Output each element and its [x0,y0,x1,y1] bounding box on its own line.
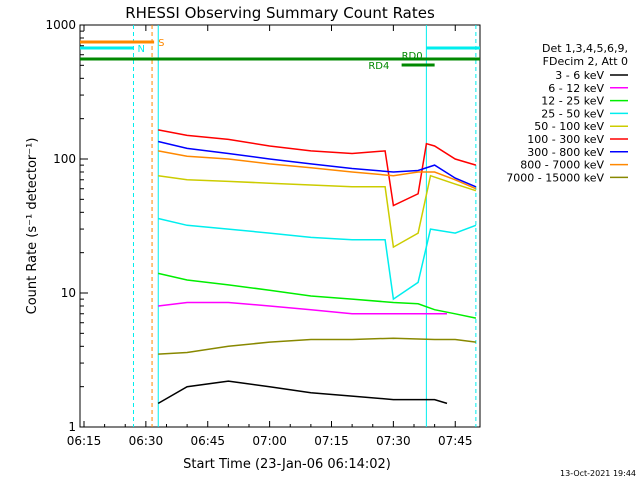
flag-label: N [137,44,144,55]
legend-header-line-2: FDecim 2, Att 0 [543,55,628,68]
vertical-markers [132,25,477,427]
x-tick-label: 07:15 [314,434,349,448]
x-tick-label: 07:30 [376,434,411,448]
series-line [158,129,477,207]
y-tick-label: 10 [61,286,76,300]
x-tick-label: 06:45 [190,434,225,448]
chart-title: RHESSI Observing Summary Count Rates [125,4,435,22]
x-tick-label: 06:15 [67,434,102,448]
series-line [158,174,477,249]
series-line [157,380,448,405]
legend-entry-label: 100 - 300 keV [527,133,604,146]
series-line [158,337,476,355]
series-line [158,301,447,315]
plot-frame [79,24,481,428]
series-line [158,140,477,188]
y-axis-label: Count Rate (s⁻¹ detector⁻¹) [25,138,40,315]
series-group [157,129,477,405]
legend-entry-label: 25 - 50 keV [541,107,604,120]
x-axis-label: Start Time (23-Jan-06 06:14:02) [183,457,391,472]
legend: Det 1,3,4,5,6,9, FDecim 2, Att 0 3 - 6 k… [506,42,628,184]
legend-entry-label: 7000 - 15000 keV [506,171,604,184]
legend-entry-label: 300 - 800 keV [527,146,604,159]
x-tick-label: 07:00 [252,434,287,448]
y-tick-label: 100 [53,152,76,166]
legend-entry-label: 12 - 25 keV [541,95,604,108]
flag-bars: S N RD0 RD4 [80,38,480,72]
y-tick-label: 1 [68,420,76,434]
series-line [158,150,477,190]
legend-entry-label: 3 - 6 keV [555,69,604,82]
x-tick-label: 07:45 [438,434,473,448]
legend-entry-label: 6 - 12 keV [548,82,604,95]
legend-entry-label: 50 - 100 keV [534,120,604,133]
flag-label: RD4 [368,61,389,72]
y-tick-label: 1000 [45,18,76,32]
x-tick-label: 06:30 [129,434,164,448]
series-line [158,272,477,319]
series-line [158,217,477,301]
legend-header-line-1: Det 1,3,4,5,6,9, [542,42,628,55]
flag-label: S [158,38,164,49]
flag-label: RD0 [402,51,423,62]
footer-timestamp: 13-Oct-2021 19:44 [560,469,636,478]
x-axis: 06:15 06:30 06:45 07:00 07:15 07:30 07:45 [67,25,473,448]
legend-entry-label: 800 - 7000 keV [520,159,604,172]
y-axis: 1 10 100 1000 [45,18,88,434]
